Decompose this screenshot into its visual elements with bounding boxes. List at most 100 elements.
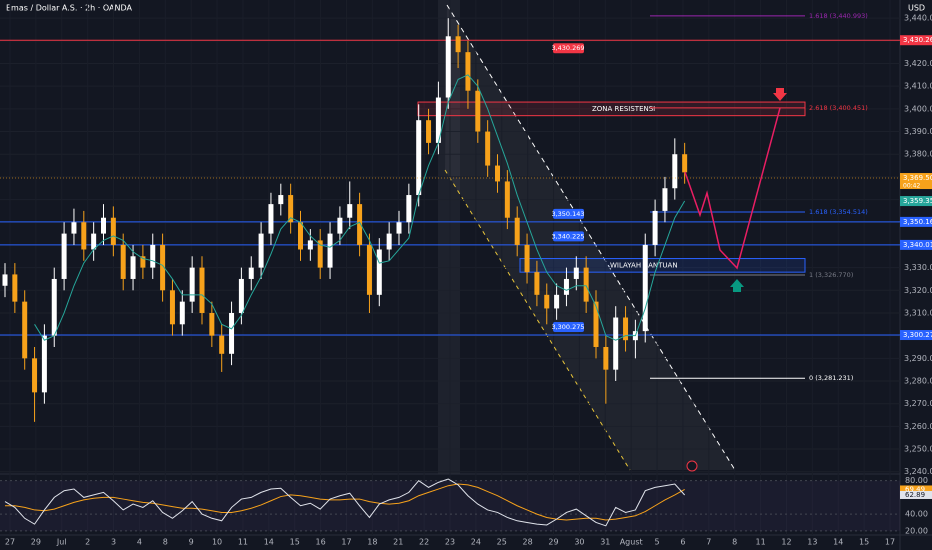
x-tick-label: 24 [471,538,481,547]
price-tag [553,322,584,333]
rsi-tick-label: 40.00 [905,510,928,519]
candle-body [248,267,254,279]
x-tick-label: 14 [264,538,274,547]
x-tick-label: 29 [548,538,558,547]
countdown: 00:42 [903,183,920,190]
x-tick-label: 11 [755,538,765,547]
candle-body [672,154,678,189]
rsi-band [0,480,900,531]
candle-body [426,120,432,143]
x-tick-label: 10 [212,538,222,547]
x-tick-label: 4 [137,538,142,547]
zone-label: ZONA RESISTENSI [592,105,655,113]
candle-body [179,301,185,325]
axis-tag-label: 3,350.161 [903,218,932,226]
x-tick-label: 18 [367,538,377,547]
price-tag-label: 3,300.275 [551,323,584,331]
candle-body [2,274,8,286]
candle-body [22,301,28,359]
y-tick-label: 3,440.000 [904,14,932,23]
candle-body [160,244,166,291]
rsi-tag-label: 62.89 [905,491,925,499]
candle-body [120,244,126,279]
candle-body [583,267,589,302]
candle-body [12,274,18,302]
arrow-up [730,279,744,292]
candle-body [376,249,382,295]
fib-label: 1 (3,326.770) [809,271,853,279]
y-tick-label: 3,260.000 [904,422,932,431]
candle-body [485,131,491,166]
x-tick-label: Agust [620,538,643,547]
axis-tag-label: 3,340.018 [903,241,932,249]
price-tag [553,43,584,54]
x-tick-label: 15 [859,538,869,547]
x-tick-label: 16 [315,538,325,547]
y-tick-label: 3,420.000 [904,59,932,68]
candle-body [209,312,215,336]
candle-body [189,267,195,302]
rsi-ma [5,483,685,521]
candle-body [603,346,609,370]
candle-body [258,233,264,268]
x-tick-label: 11 [238,538,248,547]
candle-body [623,317,629,341]
candle-body [32,358,38,393]
y-tick-label: 3,250.000 [904,445,932,454]
x-tick-label: 21 [393,538,403,547]
rsi-tick-label: 80.00 [905,476,928,485]
candle-body [130,256,136,279]
candle-body [229,312,235,354]
candle-body [347,204,353,218]
candle-body [327,233,333,268]
x-tick-label: 13 [807,538,817,547]
candle-body [465,52,471,91]
x-tick-label: 30 [574,538,584,547]
price-tag [553,208,584,219]
candle-body [593,301,599,347]
chart-title: Emas / Dollar A.S. · 2h · OANDA [6,4,132,13]
candle-body [514,217,520,245]
axis-tag [900,35,932,46]
x-tick-label: 22 [419,538,429,547]
channel-upper [446,4,736,471]
y-tick-label: 3,410.000 [904,82,932,91]
candle-body [524,244,530,273]
x-tick-label: 12 [781,538,791,547]
axis-tag [900,239,932,250]
x-tick-label: 8 [732,538,737,547]
session-highlight [438,0,460,474]
candle-body [475,90,481,132]
last-price-tag [900,173,932,190]
x-tick-label: 6 [680,538,685,547]
candle-body [238,278,244,313]
rsi-ma-tag-label: 69.49 [905,485,925,493]
candle-body [41,335,47,393]
fib-label: 0 (3,281.231) [809,374,853,382]
candle-body [268,204,274,234]
zone [519,258,806,273]
last-price-label: 3,369.500 [903,174,932,182]
x-tick-label: 31 [600,538,610,547]
event-icon[interactable] [686,460,698,472]
y-tick-label: 3,380.000 [904,150,932,159]
candle-body [219,335,225,354]
candle-body [150,244,156,268]
x-tick-label: 8 [163,538,168,547]
candle-body [81,222,87,250]
y-tick-label: 3,280.000 [904,377,932,386]
candle-body [652,210,658,245]
candle-body [337,217,343,234]
candle-body [298,222,303,250]
y-tick-label: 3,240.000 [904,467,932,476]
candle-body [554,294,560,309]
candle-body [61,233,67,279]
x-tick-label: 7 [706,538,711,547]
arrow-down [773,88,787,101]
candle-body [307,240,313,250]
price-tag-label: 3,430.269 [551,44,584,52]
ma-tag [900,196,932,207]
fib-label: 1.618 (3,354.514) [809,208,868,216]
candle-body [101,217,106,234]
